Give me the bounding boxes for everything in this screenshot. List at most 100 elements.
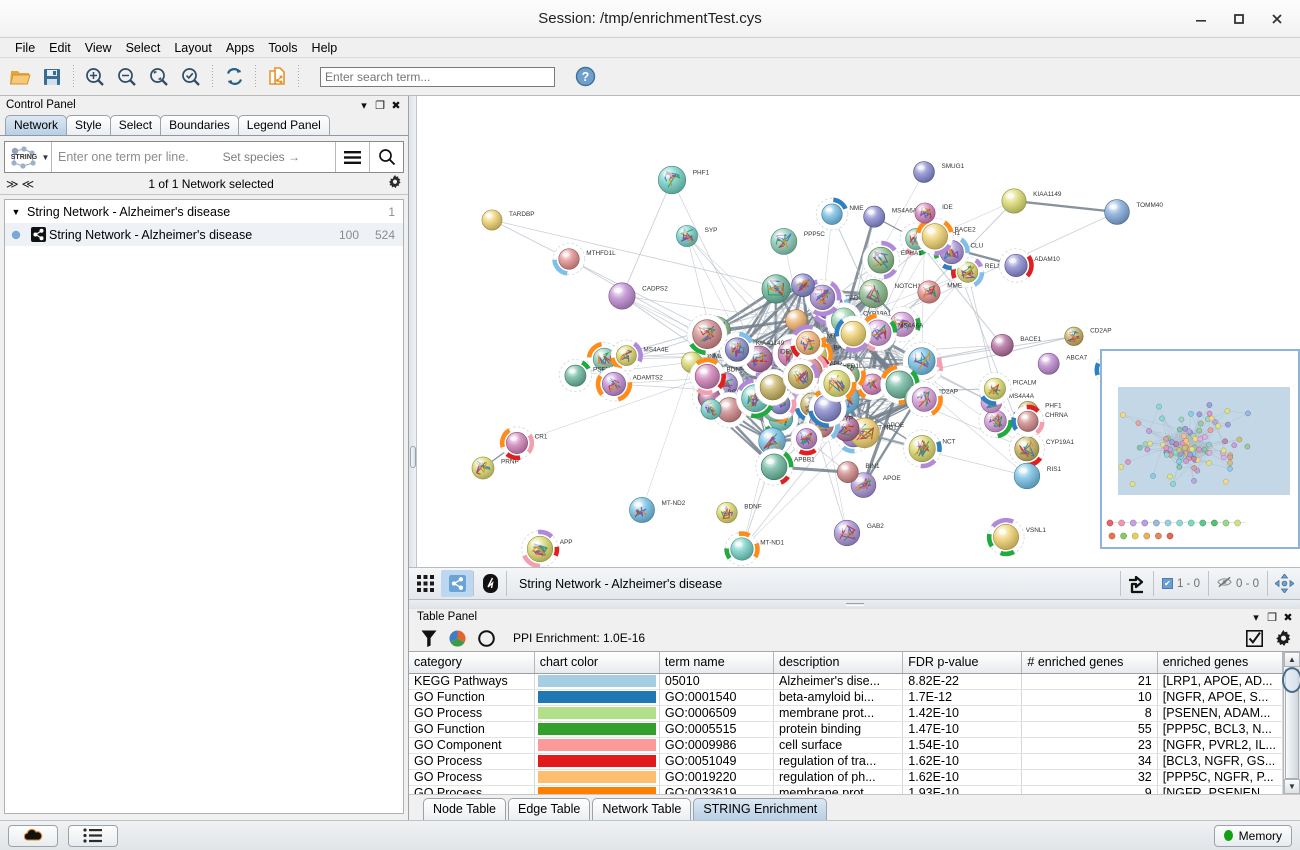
chart-colors-icon[interactable] <box>449 630 466 647</box>
chevron-down-icon-table[interactable]: ▾ <box>1253 611 1259 624</box>
node-sphere[interactable] <box>836 461 859 483</box>
node-sphere[interactable] <box>506 432 528 454</box>
node-sphere[interactable] <box>913 161 935 183</box>
export-image-icon[interactable] <box>1121 570 1153 597</box>
network-node[interactable] <box>817 364 857 403</box>
share-network-icon-toolbar[interactable] <box>441 570 473 597</box>
maximize-icon[interactable] <box>1220 4 1258 34</box>
memory-indicator[interactable]: Memory <box>1213 824 1292 847</box>
node-sphere[interactable] <box>840 320 867 347</box>
table-row[interactable]: GO Function GO:0005515 protein binding 1.47… <box>409 721 1283 738</box>
node-sphere[interactable] <box>821 203 843 225</box>
network-node[interactable] <box>791 273 815 298</box>
float-panel-icon[interactable]: ❐ <box>375 99 385 112</box>
network-node[interactable]: PICALM <box>978 372 1037 406</box>
network-node[interactable]: MTHFD1L <box>552 242 616 276</box>
tab-string-enrichment[interactable]: STRING Enrichment <box>693 798 828 820</box>
network-node[interactable]: MS4A6A <box>863 205 918 228</box>
network-node[interactable]: PPP5C <box>770 228 825 255</box>
set-species-link[interactable]: Set species → <box>222 150 300 164</box>
network-node[interactable]: ADAM10 <box>998 248 1060 283</box>
zoom-fit-icon[interactable] <box>143 61 175 93</box>
col-enriched-genes[interactable]: enriched genes <box>1157 652 1283 674</box>
node-sphere[interactable] <box>911 386 937 412</box>
menu-select[interactable]: Select <box>125 40 161 55</box>
network-vertical-scrollbar[interactable] <box>409 96 417 567</box>
menu-layout[interactable]: Layout <box>174 40 212 55</box>
node-sphere[interactable] <box>558 248 580 270</box>
node-sphere[interactable] <box>1014 436 1040 462</box>
zoom-out-icon[interactable] <box>111 61 143 93</box>
network-node[interactable]: GAB2 <box>833 519 884 547</box>
close-icon[interactable] <box>1258 4 1296 34</box>
network-node[interactable]: BDNF <box>716 502 762 524</box>
menu-help[interactable]: Help <box>311 40 338 55</box>
network-node[interactable] <box>782 358 820 395</box>
network-node[interactable]: KIAA1149 <box>1001 188 1062 214</box>
select-all-icon[interactable] <box>1246 629 1263 647</box>
node-sphere[interactable] <box>730 537 754 561</box>
grid-layout-icon[interactable] <box>409 570 441 597</box>
menu-file[interactable]: File <box>15 40 36 55</box>
network-node[interactable]: APBB1 <box>755 448 815 486</box>
network-node[interactable]: GAB2 <box>754 368 810 406</box>
hamburger-icon[interactable] <box>336 142 369 172</box>
network-nodes[interactable]: MT-ND1ADAMTS2NMEBCL3CYP19A1APOEBDNFCFANO… <box>471 161 1163 567</box>
tab-boundaries[interactable]: Boundaries <box>160 115 239 135</box>
network-node[interactable] <box>761 274 791 304</box>
col-enriched-count[interactable]: # enriched genes <box>1021 652 1158 674</box>
close-panel-icon-table[interactable]: ✖ <box>1283 611 1293 624</box>
network-node[interactable]: CD2AP <box>1064 326 1112 346</box>
node-sphere[interactable] <box>1001 188 1027 214</box>
network-node[interactable]: MS4A4E <box>610 339 669 372</box>
string-terms-input[interactable]: Enter one term per line. Set species → <box>52 142 335 172</box>
hidden-nodes-indicator[interactable]: 0 - 0 <box>1209 576 1267 591</box>
network-node[interactable]: IDE <box>914 202 953 224</box>
search-icon[interactable] <box>370 142 403 172</box>
network-node[interactable]: CYP19A1 <box>1008 430 1074 468</box>
col-fdr-pvalue[interactable]: FDR p-value <box>902 652 1023 674</box>
open-folder-icon[interactable] <box>4 61 36 93</box>
minimize-icon[interactable] <box>1182 4 1220 34</box>
node-sphere[interactable] <box>1037 352 1060 375</box>
col-chart-color[interactable]: chart color <box>534 652 660 674</box>
network-node[interactable]: BACE2 <box>915 217 977 256</box>
zoom-in-icon[interactable] <box>79 61 111 93</box>
node-sphere[interactable] <box>858 279 888 309</box>
cloud-icon[interactable] <box>8 824 58 847</box>
chevron-down-icon[interactable]: ▾ <box>361 99 367 112</box>
node-sphere[interactable] <box>694 363 720 389</box>
table-row[interactable]: GO Process GO:0006509 membrane prot... 1.42… <box>409 705 1283 722</box>
network-node[interactable]: NCT <box>903 429 956 469</box>
node-sphere[interactable] <box>1004 253 1028 277</box>
node-sphere[interactable] <box>564 364 587 387</box>
node-sphere[interactable] <box>984 409 1007 433</box>
col-term-name[interactable]: term name <box>659 652 775 674</box>
string-logo-icon[interactable]: STRING ▼ <box>5 142 51 172</box>
network-node[interactable]: CHRNA <box>1011 404 1069 438</box>
menu-tools[interactable]: Tools <box>268 40 298 55</box>
node-sphere[interactable] <box>481 209 503 231</box>
node-sphere[interactable] <box>833 519 861 547</box>
settings-gear-icon[interactable] <box>388 175 402 192</box>
network-node[interactable]: PHF1 <box>657 165 710 195</box>
network-node[interactable] <box>834 315 872 353</box>
node-sphere[interactable] <box>1017 410 1039 432</box>
string-dropdown-caret-icon[interactable]: ▼ <box>41 152 50 162</box>
table-row[interactable]: GO Process GO:0033619 membrane prot... 1.93… <box>409 785 1283 794</box>
node-sphere[interactable] <box>1013 462 1041 490</box>
network-node[interactable]: CR1 <box>499 426 548 461</box>
network-node[interactable]: NME <box>815 197 864 231</box>
network-node[interactable]: CADPS2 <box>608 282 668 310</box>
network-node[interactable]: SMUG1 <box>913 161 965 183</box>
scrollbar-thumb[interactable] <box>410 446 416 468</box>
annotation-icon[interactable] <box>474 570 506 597</box>
selected-checkbox-icon[interactable]: ✔ <box>1161 578 1173 589</box>
donut-icon[interactable] <box>478 629 495 647</box>
table-row[interactable]: GO Process GO:0019220 regulation of ph... 1… <box>409 769 1283 786</box>
search-input[interactable] <box>320 66 555 87</box>
node-sphere[interactable] <box>921 223 948 250</box>
node-sphere[interactable] <box>759 374 786 401</box>
filter-icon[interactable] <box>421 630 437 647</box>
network-canvas[interactable]: MT-ND1ADAMTS2NMEBCL3CYP19A1APOEBDNFCFANO… <box>417 96 1300 567</box>
